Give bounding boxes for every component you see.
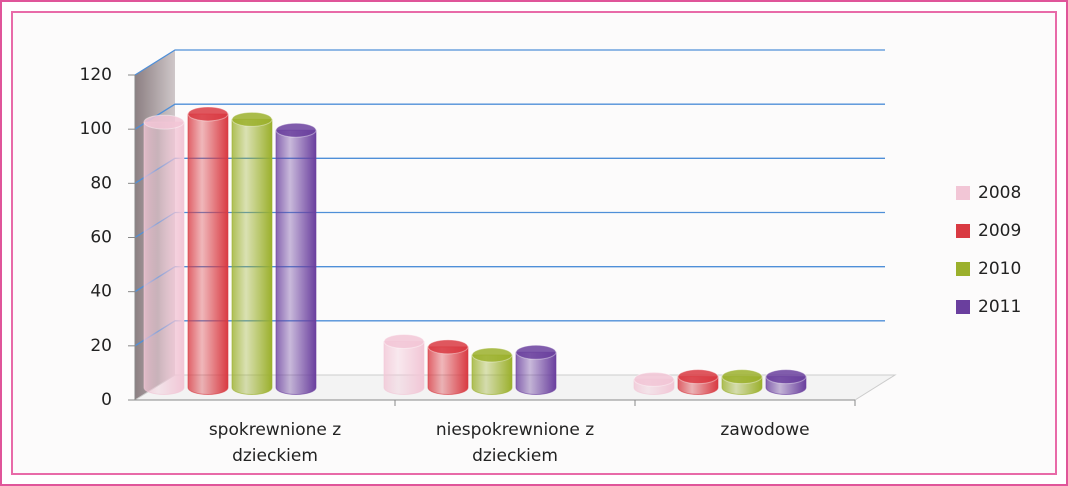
bar-top [721, 369, 763, 385]
legend-label: 2010 [978, 259, 1021, 279]
y-tick-label: 20 [90, 336, 112, 356]
bar [427, 346, 469, 395]
legend-swatch [956, 186, 970, 200]
bar-top [383, 333, 425, 349]
x-tick-label: zawodowe [720, 420, 809, 440]
bar-top [633, 371, 675, 387]
y-tick-label: 0 [101, 390, 112, 410]
legend-label: 2011 [978, 297, 1021, 317]
bar-top [515, 344, 557, 360]
bar-top [765, 369, 807, 385]
bar-top [143, 114, 185, 130]
x-tick-label: niespokrewnione z dzieckiem [436, 420, 594, 466]
bar-top [427, 339, 469, 355]
y-tick-label: 100 [80, 119, 112, 139]
legend-swatch [956, 262, 970, 276]
bar [143, 121, 185, 395]
x-tick-label: spokrewnione z dzieckiem [209, 420, 341, 466]
bar [515, 351, 557, 395]
y-tick-label: 60 [90, 228, 112, 248]
bar-top [677, 369, 719, 385]
bar-top [187, 106, 229, 122]
legend-swatch [956, 300, 970, 314]
bar [471, 354, 513, 395]
bar [383, 340, 425, 395]
grid-line [134, 49, 885, 76]
bar [275, 129, 317, 395]
y-tick-label: 120 [80, 65, 112, 85]
bar-top [471, 347, 513, 363]
y-tick-label: 80 [90, 173, 112, 193]
legend-label: 2009 [978, 221, 1021, 241]
legend-swatch [956, 224, 970, 238]
bar [231, 118, 273, 395]
y-tick-label: 40 [90, 282, 112, 302]
bar-top [275, 122, 317, 138]
legend-label: 2008 [978, 183, 1021, 203]
bar-top [231, 111, 273, 127]
bar [187, 113, 229, 395]
